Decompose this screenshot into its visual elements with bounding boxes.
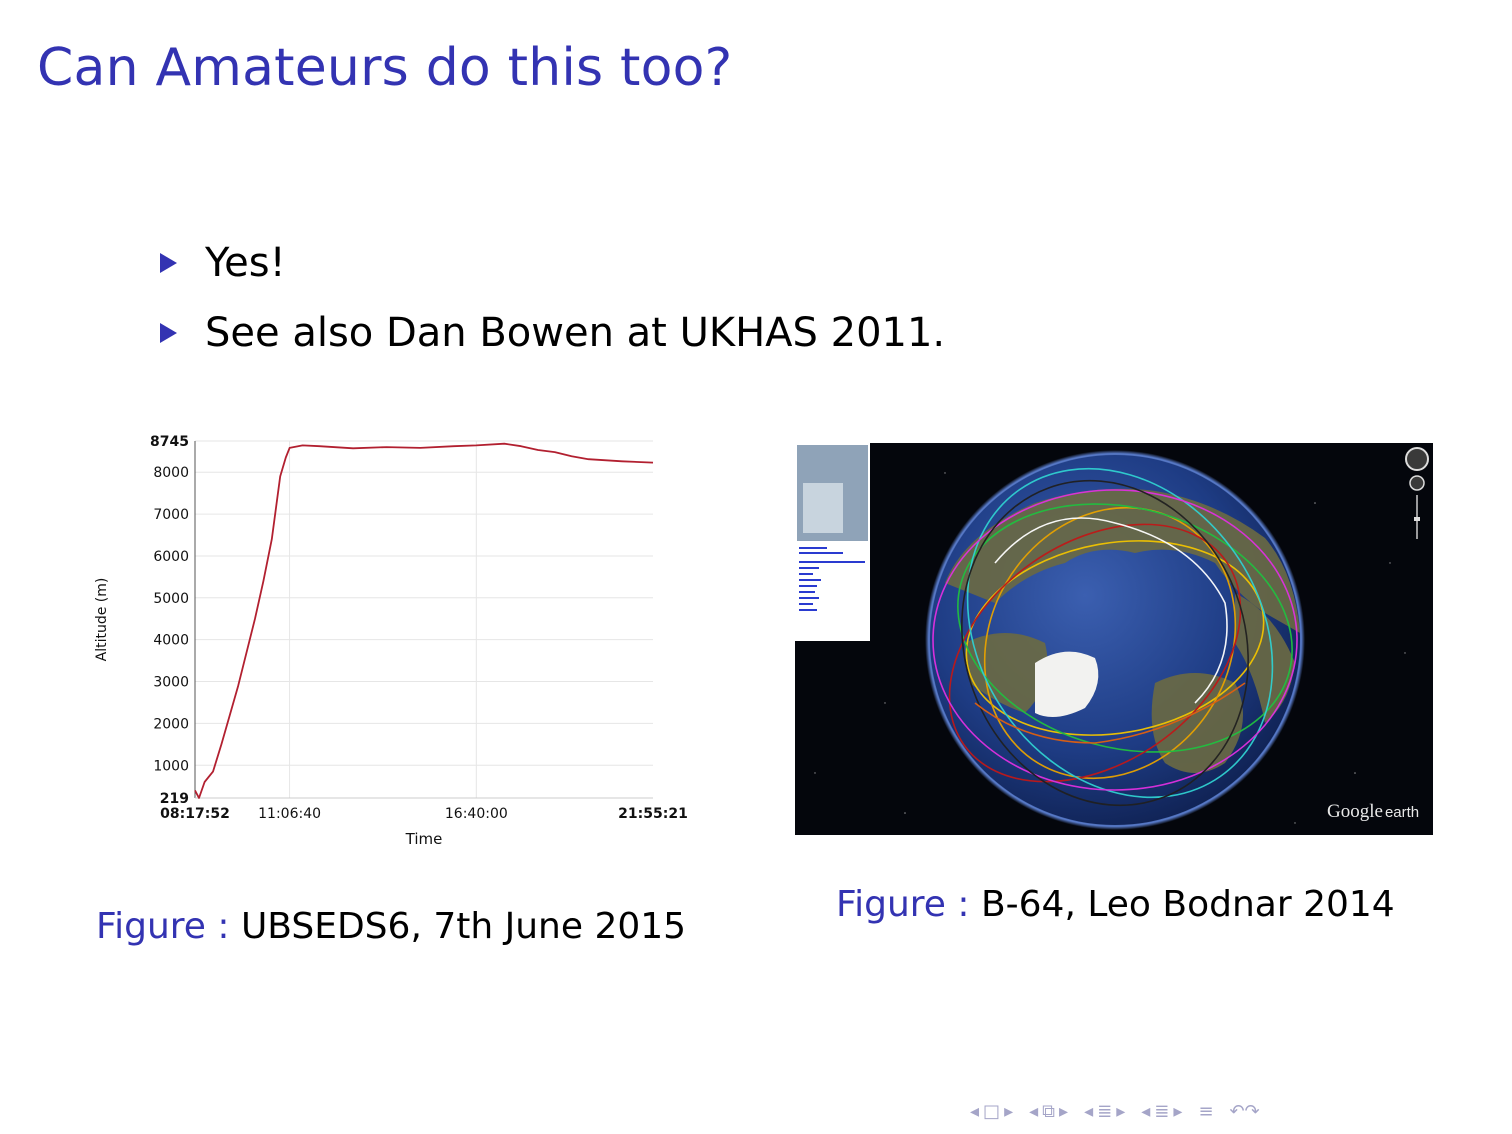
y-tick-label: 2000 [153,716,189,732]
bullet-text: See also Dan Bowen at UKHAS 2011. [205,310,946,356]
y-tick-label: 3000 [153,675,189,691]
search-icon[interactable]: ↶↷ [1229,1100,1260,1122]
google-earth-watermark: Google earth [1327,801,1419,822]
y-axis-label: Altitude (m) [94,578,110,662]
bullet-text: Yes! [205,240,286,286]
bullet-item: Yes! [160,228,945,298]
figure-caption-text: UBSEDS6, 7th June 2015 [240,906,687,947]
beamer-navigation-bar: ◂ □ ▸ ◂ ⧉ ▸ ◂ ≣ ▸ ◂ ≣ ▸ ≡ ↶↷ [970,1098,1270,1124]
bullet-item: See also Dan Bowen at UKHAS 2011. [160,298,945,368]
figure-caption-left: Figure : UBSEDS6, 7th June 2015 [96,906,686,947]
slide-title: Can Amateurs do this too? [37,38,733,98]
pan-icon[interactable] [1409,475,1425,491]
greenland-ice [1035,651,1099,717]
figure-caption-text: B-64, Leo Bodnar 2014 [980,884,1395,925]
section-icon[interactable]: ≣ [1097,1100,1113,1122]
y-tick-label: 7000 [153,507,189,523]
y-tick-label: 8745 [150,434,189,450]
triangle-bullet-icon [160,323,177,343]
x-tick-label: 08:17:52 [160,806,230,822]
altitude-chart: 219 1000 2000 3000 4000 5000 6000 7000 8000 8745 0… [88,426,698,856]
frame-next-icon[interactable]: ▸ [1004,1100,1014,1122]
stars [814,472,1406,824]
y-tick-label: 5000 [153,591,189,607]
subsection-next-icon[interactable]: ▸ [1059,1100,1069,1122]
balloon-flight-tracks [932,467,1298,807]
triangle-bullet-icon [160,253,177,273]
frame-prev-icon[interactable]: ◂ [970,1100,980,1122]
x-tick-label: 21:55:21 [618,806,688,822]
altitude-series-line [194,442,654,799]
zoom-slider-handle[interactable] [1414,517,1420,521]
y-tick-label: 219 [160,791,189,807]
y-tick-label: 6000 [153,549,189,565]
figure-label: Figure : [96,906,230,947]
subsection-icon[interactable]: ⧉ [1042,1100,1056,1122]
y-tick-label: 8000 [153,465,189,481]
x-tick-label: 16:40:00 [445,806,508,822]
section-prev-icon[interactable]: ◂ [1084,1100,1094,1122]
x-axis-label: Time [405,830,443,848]
globe-svg: Google earth [795,443,1433,835]
subsection-prev-icon[interactable]: ◂ [1029,1100,1039,1122]
figure-label: Figure : [836,884,970,925]
x-tick-label: 11:06:40 [258,806,321,822]
altitude-chart-svg: 219 1000 2000 3000 4000 5000 6000 7000 8000 8745 0… [94,434,688,848]
subsubsection-prev-icon[interactable]: ◂ [1141,1100,1151,1122]
y-tick-label: 1000 [153,758,189,774]
compass-icon[interactable] [1405,447,1429,471]
flight-track-globe-image: Google earth [795,443,1433,835]
figure-caption-right: Figure : B-64, Leo Bodnar 2014 [836,884,1395,925]
bullet-list: Yes! See also Dan Bowen at UKHAS 2011. [160,228,945,368]
frame-icon[interactable]: □ [983,1100,1001,1122]
section-next-icon[interactable]: ▸ [1116,1100,1126,1122]
globe-navigation-controls[interactable] [1405,447,1429,539]
y-tick-label: 4000 [153,633,189,649]
popup-text-lines [799,547,865,611]
subsubsection-next-icon[interactable]: ▸ [1173,1100,1183,1122]
align-icon[interactable]: ≡ [1198,1100,1214,1122]
subsubsection-icon[interactable]: ≣ [1154,1100,1170,1122]
